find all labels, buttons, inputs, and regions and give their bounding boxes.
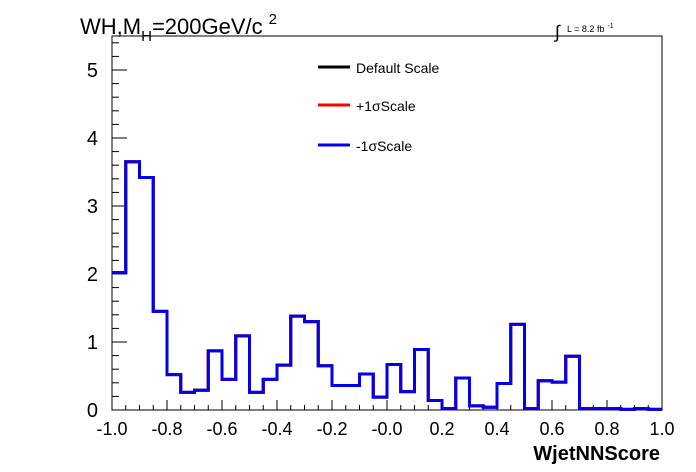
plot-frame — [111, 35, 663, 411]
legend: Default Scale +1σScale -1σScale — [318, 60, 439, 154]
series-layer — [112, 160, 662, 411]
chart-title-subscript: H — [141, 28, 152, 45]
x-tick-label: 0.2 — [429, 419, 454, 439]
x-tick-label: -0.4 — [261, 419, 292, 439]
y-tick-label: 4 — [87, 128, 98, 150]
x-axis: -1.0 -0.8 -0.6 -0.4 -0.2 -0.0 0.2 0.4 0.6 0.8 1.0 — [96, 400, 675, 439]
legend-label-plus-1sigma-scale: +1σScale — [356, 98, 416, 114]
y-tick-label: 0 — [87, 400, 98, 422]
chart-title-main: WH,M — [80, 14, 141, 39]
x-tick-label: 0.4 — [484, 419, 509, 439]
legend-label-default-scale: Default Scale — [356, 60, 439, 76]
chart-title-superscript: 2 — [269, 11, 277, 28]
series-line-2 — [112, 160, 662, 411]
x-tick-label: -0.8 — [151, 419, 182, 439]
luminosity-integral-symbol: ∫ — [553, 22, 561, 42]
luminosity-superscript: -1 — [607, 23, 613, 30]
y-tick-label: 3 — [87, 196, 98, 218]
x-tick-label: -0.0 — [371, 419, 402, 439]
y-axis: 0 1 2 3 4 5 — [87, 42, 127, 422]
chart-title: WH,MH=200GeV/c 2 — [80, 11, 277, 45]
x-tick-label: -0.2 — [316, 419, 347, 439]
x-tick-label: -0.6 — [206, 419, 237, 439]
x-tick-label: 1.0 — [649, 419, 674, 439]
x-tick-label: -1.0 — [96, 419, 127, 439]
x-tick-label: 0.6 — [539, 419, 564, 439]
luminosity-text: L = 8.2 fb — [567, 24, 604, 34]
y-tick-label: 2 — [87, 264, 98, 286]
y-tick-label: 5 — [87, 60, 98, 82]
y-tick-label: 1 — [87, 332, 98, 354]
x-axis-title: WjetNNScore — [533, 443, 660, 465]
chart-title-rest: =200GeV/c — [152, 14, 263, 39]
x-tick-label: 0.8 — [594, 419, 619, 439]
legend-label-minus-1sigma-scale: -1σScale — [356, 138, 412, 154]
luminosity-label: L = 8.2 fb -1 — [567, 23, 614, 34]
